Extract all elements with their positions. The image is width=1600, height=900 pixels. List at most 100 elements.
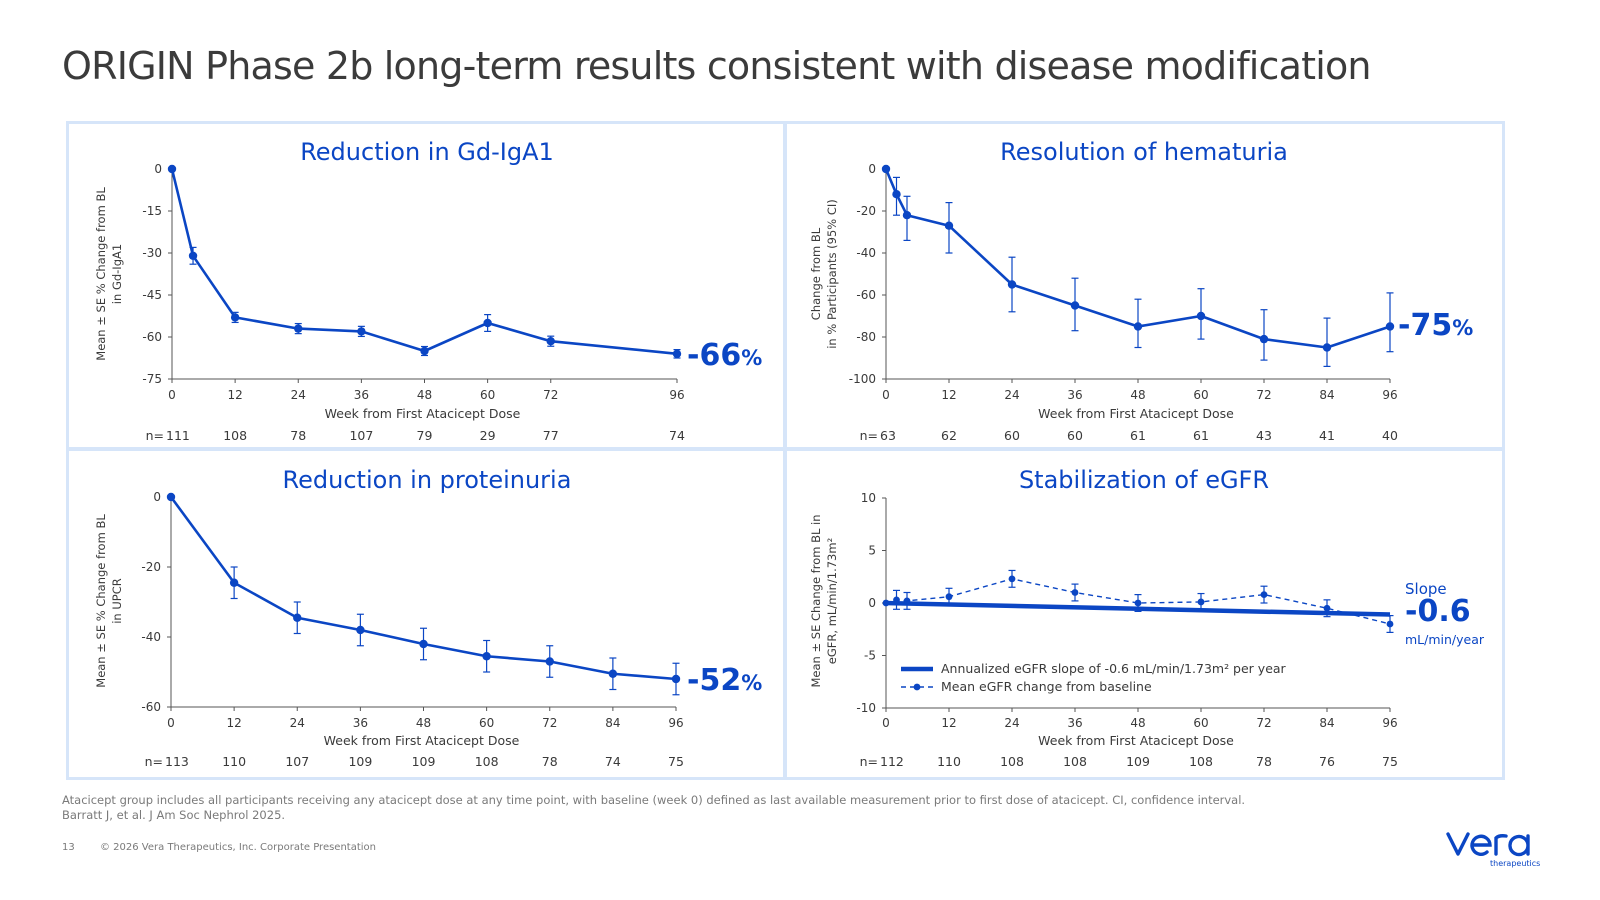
logo-wordmark-r	[1494, 834, 1508, 856]
data-point	[608, 669, 618, 678]
n-count-value: 60	[1067, 428, 1083, 443]
data-point	[357, 327, 366, 336]
n-count-value: 76	[1319, 754, 1335, 769]
n-count-value: 109	[412, 754, 436, 769]
data-point	[672, 349, 682, 358]
data-point	[229, 578, 239, 587]
y-axis-label: in % Participants (95% CI)	[825, 199, 839, 349]
chart-hematuria: Resolution of hematuria 0 -20 -40 -60 -80 -100…	[809, 138, 1473, 443]
callout-unit: %	[741, 671, 762, 695]
data-point	[945, 593, 953, 601]
data-point	[892, 190, 901, 199]
data-point	[1322, 343, 1332, 352]
x-tick-label: 24	[290, 716, 305, 730]
y-tick-label: -60	[856, 288, 876, 302]
x-tick-label: 36	[1067, 388, 1082, 402]
x-tick-label: 60	[480, 388, 495, 402]
series-line	[170, 168, 678, 356]
data-point	[483, 318, 492, 328]
legend-label-mean: Mean eGFR change from baseline	[941, 679, 1152, 694]
data-point	[294, 324, 303, 333]
n-count-value: 61	[1193, 428, 1209, 443]
data-point	[188, 251, 198, 260]
data-point	[1070, 301, 1080, 310]
n-count-value: 40	[1382, 428, 1398, 443]
n-count-value: 111	[166, 428, 190, 443]
x-tick-label: 72	[1256, 388, 1271, 402]
data-point	[420, 346, 429, 356]
chart-egfr: Stabilization of eGFR 10 5 0 -5 -10 0 12 24 36 48 6…	[809, 466, 1485, 769]
y-tick-label: -20	[141, 560, 161, 574]
x-tick-label: 48	[416, 716, 431, 730]
x-tick-label: 36	[1067, 716, 1082, 730]
data-point	[546, 337, 555, 346]
n-count-value: 108	[1063, 754, 1087, 769]
y-axis-label: Change from BL	[809, 227, 823, 320]
data-point	[293, 613, 302, 622]
data-point	[1259, 334, 1269, 344]
x-axis-label: Week from First Atacicept Dose	[1038, 406, 1234, 421]
n-count-value: 107	[349, 428, 373, 443]
y-tick-label: 0	[868, 162, 876, 176]
x-tick-label: 72	[543, 388, 558, 402]
n-count-value: 74	[605, 754, 621, 769]
logo-tagline: therapeutics	[1490, 859, 1540, 868]
data-point	[1007, 280, 1017, 289]
n-count-value: 108	[223, 428, 247, 443]
y-tick-label: -45	[142, 288, 162, 302]
chart-panel-egfr: Stabilization of eGFR 10 5 0 -5 -10 0 12 24 36 48 6…	[784, 448, 1505, 780]
x-tick-label: 72	[542, 716, 557, 730]
n-count-value: 77	[543, 428, 559, 443]
data-point	[893, 596, 900, 604]
page-title: ORIGIN Phase 2b long-term results consis…	[62, 44, 1372, 88]
n-count-value: 108	[475, 754, 499, 769]
data-point	[356, 625, 365, 635]
x-tick-label: 60	[1193, 716, 1208, 730]
data-point	[1385, 322, 1395, 331]
data-point	[1134, 599, 1142, 607]
y-axis-label: Mean ± SE Change from BL in	[809, 514, 823, 687]
logo-wordmark-v	[1446, 832, 1470, 856]
x-tick-label: 60	[1193, 388, 1208, 402]
data-point	[944, 221, 954, 230]
y-tick-label: 0	[868, 596, 876, 610]
y-tick-label: 0	[154, 162, 162, 176]
n-count-value: 78	[542, 754, 558, 769]
y-tick-label: -40	[141, 630, 161, 644]
chart-panel-hematuria: Resolution of hematuria 0 -20 -40 -60 -80 -100…	[784, 121, 1505, 450]
x-tick-label: 96	[668, 716, 683, 730]
callout-number: -75	[1398, 308, 1452, 343]
callout-number: -52	[687, 663, 741, 698]
n-count-value: 79	[417, 428, 433, 443]
n-count-value: 78	[290, 428, 306, 443]
x-tick-label: 36	[354, 388, 369, 402]
n-count-value: 75	[1382, 754, 1398, 769]
x-tick-label: 0	[882, 388, 890, 402]
y-tick-label: -60	[142, 330, 162, 344]
y-tick-label: -20	[856, 204, 876, 218]
y-tick-label: -60	[141, 700, 161, 714]
slope-label: Slope	[1405, 580, 1447, 598]
n-count-value: 107	[285, 754, 309, 769]
n-count-label: n=	[145, 754, 163, 769]
chart-title: Resolution of hematuria	[1000, 138, 1288, 166]
n-count-label: n=	[146, 428, 164, 443]
n-count-value: 109	[348, 754, 372, 769]
y-tick-label: 5	[868, 544, 876, 558]
n-count-value: 61	[1130, 428, 1146, 443]
x-tick-label: 96	[669, 388, 684, 402]
y-tick-label: -15	[142, 204, 162, 218]
data-point	[1071, 589, 1079, 596]
data-point	[1133, 322, 1143, 331]
data-point	[166, 492, 176, 502]
n-count-value: 113	[165, 754, 189, 769]
footnote: Atacicept group includes all participant…	[62, 793, 1362, 823]
legend-marker-mean	[913, 683, 921, 691]
data-point	[1197, 598, 1205, 606]
n-count-value: 29	[480, 428, 496, 443]
y-axis-label: in UPCR	[110, 578, 124, 624]
chart-title: Reduction in Gd-IgA1	[300, 138, 554, 166]
n-count-value: 108	[1189, 754, 1213, 769]
y-axis-label: eGFR, mL/min/1.73m²	[825, 538, 839, 664]
callout-unit: %	[741, 346, 762, 370]
